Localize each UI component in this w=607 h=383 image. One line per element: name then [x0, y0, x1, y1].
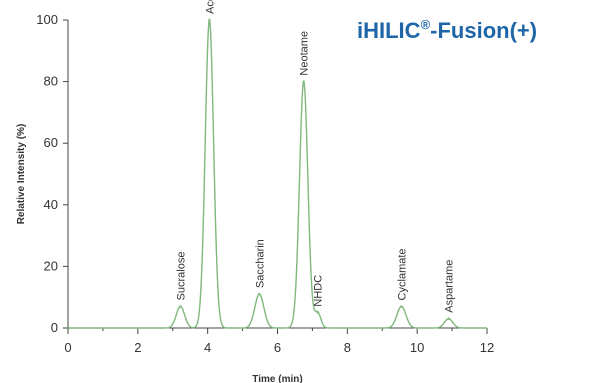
chromatogram-trace — [67, 19, 488, 329]
y-tick-label: 0 — [51, 320, 58, 335]
x-axis-title: Time (min) — [252, 374, 302, 383]
y-tick-label: 20 — [44, 258, 58, 273]
chart-title-suffix: -Fusion(+) — [430, 18, 538, 43]
y-tick-label: 40 — [44, 197, 58, 212]
y-tick-label: 100 — [36, 12, 58, 27]
peak-apex-cyclamate — [400, 305, 403, 308]
peak-apex-nhdc — [316, 311, 319, 314]
x-tick-label: 10 — [410, 340, 424, 355]
x-tick-label: 4 — [204, 340, 211, 355]
peak-label-neotame: Neotame — [299, 31, 311, 76]
chart-title-prefix: iHILIC — [357, 18, 421, 43]
x-tick-label: 8 — [344, 340, 351, 355]
y-tick-label: 60 — [44, 135, 58, 150]
peak-apex-aspartame — [447, 317, 450, 320]
peak-label-acesulfame: Acesulfame — [204, 0, 216, 14]
peak-apex-sucralose — [179, 305, 182, 308]
peak-apex-saccharin — [258, 292, 261, 296]
x-tick-label: 12 — [480, 340, 494, 355]
x-tick-label: 2 — [134, 340, 141, 355]
chart-title-mark: ® — [420, 17, 431, 32]
peak-label-aspartame: Aspartame — [444, 260, 456, 313]
peak-apex-acesulfame — [208, 18, 211, 22]
y-tick-label: 80 — [44, 74, 58, 89]
peak-apex-neotame — [302, 80, 305, 83]
chart-title: iHILIC®-Fusion(+) — [357, 17, 538, 44]
x-tick-label: 6 — [274, 340, 281, 355]
peak-label-cyclamate: Cyclamate — [396, 248, 408, 300]
x-tick-label: 0 — [64, 340, 71, 355]
peak-label-saccharin: Saccharin — [254, 239, 266, 288]
peak-label-sucralose: Sucralose — [175, 252, 187, 301]
y-axis-title: Relative Intensity (%) — [16, 124, 27, 225]
peak-label-nhdc: NHDC — [313, 275, 325, 307]
